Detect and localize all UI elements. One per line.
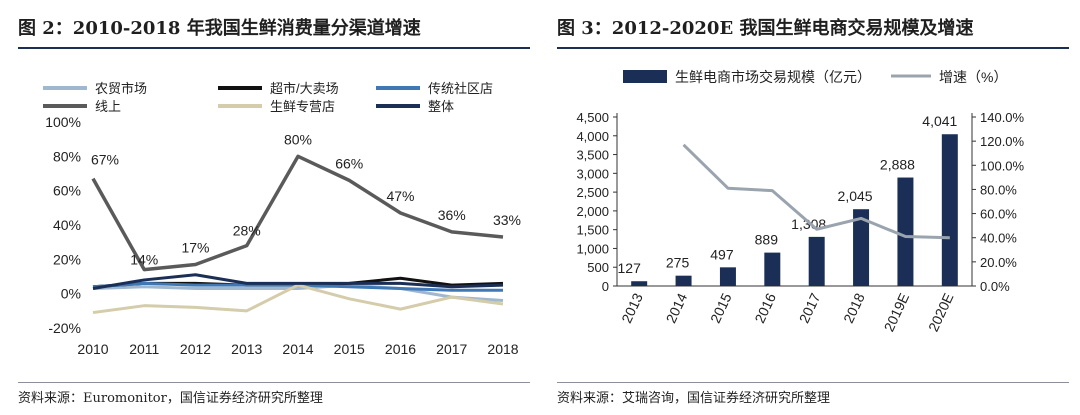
y2-tick-label: 20.0% xyxy=(980,255,1017,270)
x-tick-label: 2010 xyxy=(77,341,108,357)
x-tick-label: 2017 xyxy=(796,290,824,325)
x-tick-label: 2014 xyxy=(663,290,691,325)
data-label: 14% xyxy=(130,252,158,268)
x-tick-label: 2011 xyxy=(129,341,159,357)
x-tick-label: 2017 xyxy=(436,341,467,357)
bar-label: 127 xyxy=(618,260,642,276)
bar-label: 497 xyxy=(710,246,734,262)
x-tick-label: 2015 xyxy=(707,290,735,325)
bar xyxy=(719,267,736,286)
x-tick-label: 2013 xyxy=(618,290,646,325)
series-line xyxy=(92,283,504,303)
bar-label: 2,045 xyxy=(838,188,873,204)
x-tick-label: 2020E xyxy=(925,291,957,334)
y2-tick-label: 40.0% xyxy=(980,231,1017,246)
data-label: 36% xyxy=(438,207,466,223)
legend-swatch xyxy=(623,70,667,83)
right-panel: 图 3：2012-2020E 我国生鲜电商交易规模及增速 生鲜电商市场交易规模（… xyxy=(557,0,1069,415)
x-tick-label: 2016 xyxy=(385,341,416,357)
series-line xyxy=(91,154,504,272)
bar xyxy=(897,177,914,286)
bar xyxy=(941,134,958,286)
legend-label: 生鲜专营店 xyxy=(270,99,335,114)
y-tick-label: -20% xyxy=(48,320,81,336)
x-tick-label: 2012 xyxy=(180,341,211,357)
legend-label: 超市/大卖场 xyxy=(270,81,339,96)
y-tick-label: 80% xyxy=(53,148,81,164)
y-tick-label: 3,000 xyxy=(576,166,609,181)
right-chart-title: 图 3：2012-2020E 我国生鲜电商交易规模及增速 xyxy=(557,18,974,39)
y2-tick-label: 0.0% xyxy=(980,279,1010,294)
x-tick-label: 2018 xyxy=(487,341,518,357)
y-tick-label: 3,500 xyxy=(576,148,609,163)
legend-label: 线上 xyxy=(95,99,121,114)
legend-label: 传统社区店 xyxy=(428,81,493,96)
right-source-rule xyxy=(557,382,1069,383)
data-label: 67% xyxy=(91,152,119,168)
bar xyxy=(808,236,825,286)
legend-label: 整体 xyxy=(428,99,454,114)
legend-label: 农贸市场 xyxy=(95,81,147,96)
y-tick-label: 60% xyxy=(53,183,81,199)
y-tick-label: 1,500 xyxy=(576,223,609,238)
y-tick-label: 1,000 xyxy=(576,241,609,256)
bar xyxy=(631,281,648,286)
y-tick-label: 0% xyxy=(61,286,81,302)
x-tick-label: 2016 xyxy=(751,290,779,325)
left-source-rule xyxy=(18,382,530,383)
y2-tick-label: 60.0% xyxy=(980,207,1017,222)
growth-line xyxy=(682,143,950,240)
left-source: 资料来源：Euromonitor，国信证券经济研究所整理 xyxy=(18,391,323,406)
bar xyxy=(675,275,692,286)
data-label: 66% xyxy=(335,155,363,171)
y-tick-label: 40% xyxy=(53,217,81,233)
bar-label: 2,888 xyxy=(880,157,915,173)
data-label: 17% xyxy=(181,239,209,255)
data-label: 47% xyxy=(386,188,414,204)
data-label: 80% xyxy=(284,131,312,147)
y-tick-label: 0 xyxy=(602,279,609,294)
y-tick-label: 4,500 xyxy=(576,110,609,125)
right-source: 资料来源：艾瑞咨询，国信证券经济研究所整理 xyxy=(557,391,831,406)
y-tick-label: 2,500 xyxy=(576,185,609,200)
right-title-rule xyxy=(557,47,1069,49)
x-tick-label: 2013 xyxy=(231,341,262,357)
left-chart-title: 图 2：2010-2018 年我国生鲜消费量分渠道增速 xyxy=(18,18,421,39)
left-panel: 图 2：2010-2018 年我国生鲜消费量分渠道增速 农贸市场 超市/大卖场 传统… xyxy=(18,0,530,415)
y-tick-label: 4,000 xyxy=(576,129,609,144)
series-line xyxy=(92,273,504,290)
x-tick-label: 2018 xyxy=(840,290,868,325)
right-bar-chart: 生鲜电商市场交易规模（亿元） 增速（%） 4,500 4,000 3,500 3,000 2… xyxy=(576,69,1025,334)
bar xyxy=(764,252,781,286)
bar-label: 889 xyxy=(755,232,779,248)
y-tick-label: 500 xyxy=(587,260,609,275)
y-tick-label: 100% xyxy=(45,114,81,130)
x-tick-label: 2014 xyxy=(282,341,313,357)
x-tick-label: 2015 xyxy=(334,341,365,357)
y2-tick-label: 80.0% xyxy=(980,182,1017,197)
y2-tick-label: 120.0% xyxy=(980,134,1025,149)
series-line xyxy=(92,283,504,315)
legend-label: 生鲜电商市场交易规模（亿元） xyxy=(675,69,871,85)
y-tick-label: 20% xyxy=(53,251,81,267)
bar-label: 4,041 xyxy=(922,113,957,129)
data-label: 33% xyxy=(493,212,521,228)
y2-tick-label: 100.0% xyxy=(980,158,1025,173)
bar xyxy=(853,209,870,286)
left-title-rule xyxy=(18,47,530,49)
x-tick-label: 2019E xyxy=(881,291,913,334)
bar-label: 275 xyxy=(666,255,690,271)
data-label: 28% xyxy=(233,223,261,239)
legend-label: 增速（%） xyxy=(939,69,1007,85)
y2-tick-label: 140.0% xyxy=(980,110,1025,125)
y-tick-label: 2,000 xyxy=(576,204,609,219)
